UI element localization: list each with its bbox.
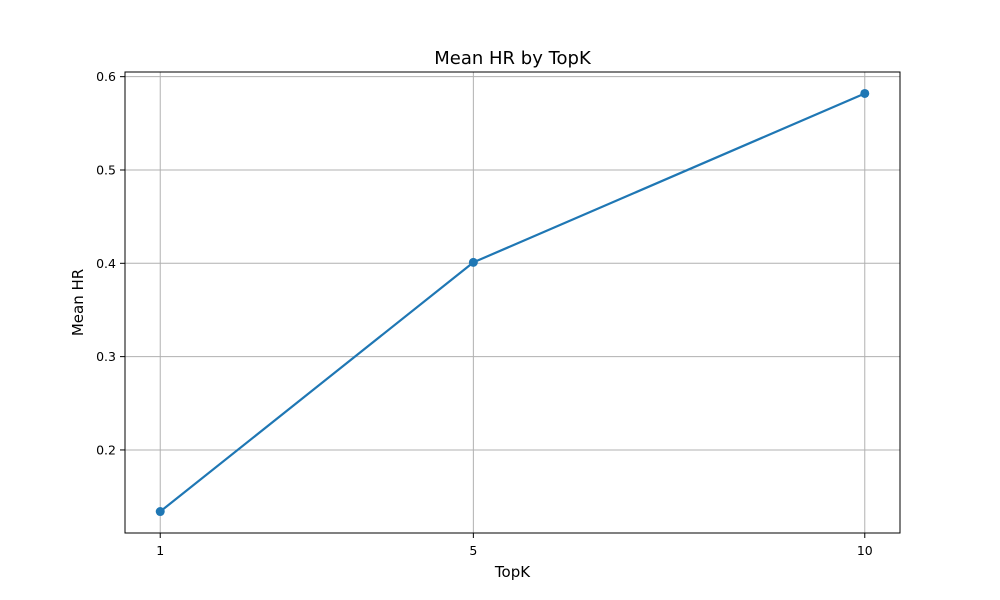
series-line [159, 92, 866, 513]
y-axis-label: Mean HR [69, 269, 87, 336]
y-tick-label: 0.4 [96, 256, 116, 271]
grid-layer [125, 72, 900, 533]
x-tick-label: 10 [857, 543, 873, 558]
data-point [860, 88, 870, 98]
x-tick-label: 5 [469, 543, 477, 558]
y-tick-label: 0.5 [96, 162, 116, 177]
data-point [468, 257, 478, 267]
plot-frame [124, 71, 901, 534]
y-tick-label: 0.2 [96, 442, 116, 457]
data-point [155, 507, 165, 517]
series-layer [155, 88, 870, 517]
y-tick-label: 0.6 [96, 69, 116, 84]
y-tick-label: 0.3 [96, 349, 116, 364]
x-axis-label: TopK [494, 563, 531, 581]
chart-title: Mean HR by TopK [434, 48, 592, 69]
x-tick-label: 1 [156, 543, 164, 558]
tick-layer: 1 5 10 0.2 0.3 0.4 0.5 0.6 [96, 69, 873, 558]
